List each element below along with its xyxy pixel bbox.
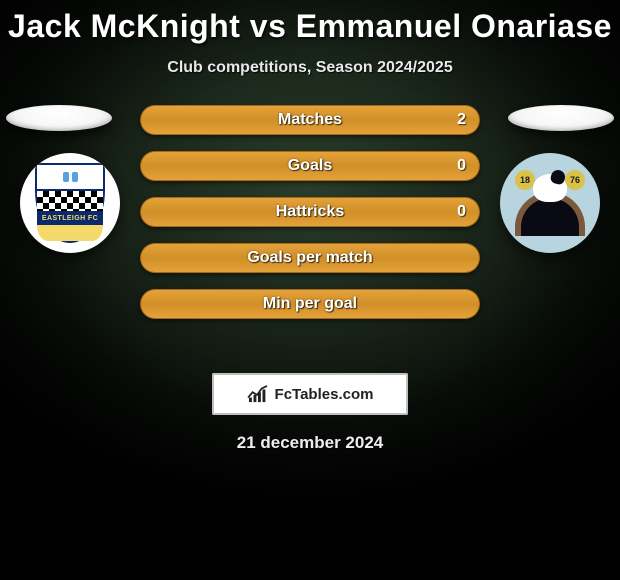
stat-bar: Goals per match	[140, 243, 480, 273]
stat-bar-label: Hattricks	[140, 197, 480, 227]
comparison-stage: EASTLEIGH FC 18 76 Matches2Goals0Hattric…	[0, 105, 620, 365]
stat-bar-value: 0	[457, 197, 466, 227]
stat-bar: Hattricks0	[140, 197, 480, 227]
team-badge-left: EASTLEIGH FC	[20, 153, 120, 253]
crest-right-year-2: 76	[565, 170, 585, 190]
stat-bar: Goals0	[140, 151, 480, 181]
spotlight-disc-right	[508, 105, 614, 131]
footer-date: 21 december 2024	[0, 433, 620, 453]
page-title: Jack McKnight vs Emmanuel Onariase	[0, 0, 620, 45]
crest-right-year-1: 18	[515, 170, 535, 190]
stat-bar-label: Goals per match	[140, 243, 480, 273]
stat-bars: Matches2Goals0Hattricks0Goals per matchM…	[140, 105, 480, 335]
stat-bar-value: 2	[457, 105, 466, 135]
spotlight-disc-left	[6, 105, 112, 131]
brand-box: FcTables.com	[212, 373, 408, 415]
brand-text: FcTables.com	[275, 386, 374, 403]
crest-right-icon: 18 76	[511, 164, 589, 242]
stat-bar-label: Min per goal	[140, 289, 480, 319]
chart-icon	[247, 385, 269, 403]
content-root: Jack McKnight vs Emmanuel Onariase Club …	[0, 0, 620, 580]
subtitle: Club competitions, Season 2024/2025	[0, 59, 620, 77]
crest-left-label: EASTLEIGH FC	[37, 211, 103, 225]
stat-bar-label: Goals	[140, 151, 480, 181]
stat-bar: Matches2	[140, 105, 480, 135]
stat-bar-value: 0	[457, 151, 466, 181]
team-badge-right: 18 76	[500, 153, 600, 253]
stat-bar: Min per goal	[140, 289, 480, 319]
crest-left-icon: EASTLEIGH FC	[35, 163, 105, 243]
stat-bar-label: Matches	[140, 105, 480, 135]
